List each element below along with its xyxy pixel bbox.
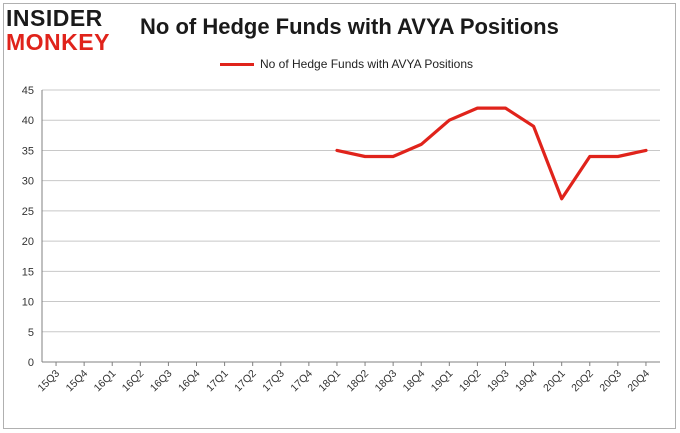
x-tick-label-16Q4: 16Q4: [176, 368, 203, 395]
x-tick-label-18Q1: 18Q1: [316, 368, 343, 395]
x-tick-label-19Q4: 19Q4: [513, 368, 540, 395]
chart-legend: No of Hedge Funds with AVYA Positions: [220, 55, 473, 73]
logo-line-1: INSIDER: [6, 5, 103, 31]
x-tick-label-16Q1: 16Q1: [92, 368, 119, 395]
x-tick-label-17Q2: 17Q2: [232, 368, 259, 395]
y-tick-label-15: 15: [22, 266, 34, 278]
legend-label: No of Hedge Funds with AVYA Positions: [260, 57, 474, 71]
x-tick-label-17Q3: 17Q3: [260, 368, 287, 395]
x-tick-label-16Q3: 16Q3: [148, 368, 175, 395]
x-tick-label-19Q2: 19Q2: [457, 368, 484, 395]
x-tick-label-20Q3: 20Q3: [597, 368, 624, 395]
y-tick-label-35: 35: [22, 145, 34, 157]
y-tick-label-40: 40: [22, 115, 34, 127]
x-tick-label-16Q2: 16Q2: [120, 368, 147, 395]
y-tick-label-0: 0: [28, 357, 34, 369]
x-tick-label-17Q1: 17Q1: [204, 368, 231, 395]
y-tick-label-25: 25: [22, 206, 34, 218]
x-tick-label-20Q4: 20Q4: [625, 368, 652, 395]
logo-line-2: MONKEY: [6, 29, 110, 55]
x-tick-label-18Q2: 18Q2: [345, 368, 372, 395]
insider-monkey-logo: INSIDER MONKEY: [6, 6, 128, 54]
chart-title: No of Hedge Funds with AVYA Positions: [140, 14, 559, 39]
x-tick-label-19Q1: 19Q1: [429, 368, 456, 395]
legend-swatch: [220, 62, 254, 66]
series-line-0: [335, 106, 648, 201]
x-tick-label-18Q3: 18Q3: [373, 368, 400, 395]
x-tick-label-20Q1: 20Q1: [541, 368, 568, 395]
y-tick-label-45: 45: [22, 85, 34, 97]
x-tick-label-20Q2: 20Q2: [569, 368, 596, 395]
y-tick-label-10: 10: [22, 297, 34, 309]
figure-border: [3, 3, 676, 429]
x-tick-label-18Q4: 18Q4: [401, 368, 428, 395]
y-tick-label-30: 30: [22, 176, 34, 188]
x-tick-label-19Q3: 19Q3: [485, 368, 512, 395]
y-tick-label-20: 20: [22, 236, 34, 248]
y-tick-label-5: 5: [28, 327, 34, 339]
x-tick-label-15Q4: 15Q4: [64, 368, 91, 395]
x-tick-label-15Q3: 15Q3: [36, 368, 63, 395]
x-tick-label-17Q4: 17Q4: [288, 368, 315, 395]
